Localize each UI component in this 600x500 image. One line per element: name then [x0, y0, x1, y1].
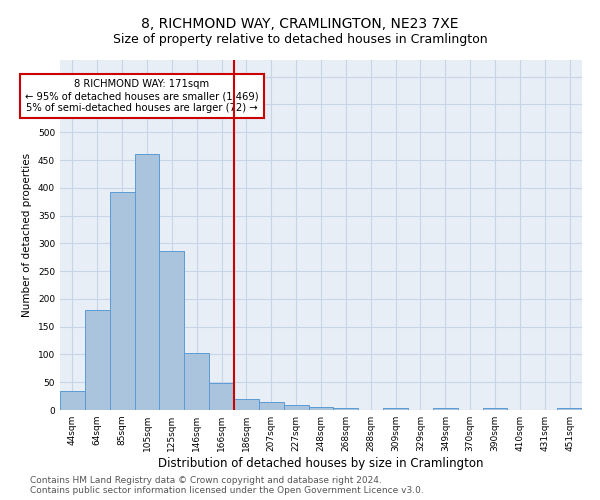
Bar: [110, 192, 134, 410]
Bar: [160, 251, 184, 410]
Bar: [334, 408, 358, 410]
Bar: [134, 154, 160, 410]
Bar: [284, 405, 308, 410]
Text: Size of property relative to detached houses in Cramlington: Size of property relative to detached ho…: [113, 32, 487, 46]
Bar: [482, 408, 508, 410]
Bar: [60, 390, 85, 410]
Bar: [308, 406, 334, 410]
Text: 8 RICHMOND WAY: 171sqm
← 95% of detached houses are smaller (1,469)
5% of semi-d: 8 RICHMOND WAY: 171sqm ← 95% of detached…: [25, 80, 259, 112]
Bar: [383, 408, 408, 410]
Bar: [259, 402, 284, 410]
Bar: [234, 399, 259, 410]
Bar: [433, 408, 458, 410]
Bar: [557, 408, 582, 410]
X-axis label: Distribution of detached houses by size in Cramlington: Distribution of detached houses by size …: [158, 457, 484, 470]
Bar: [184, 354, 209, 410]
Bar: [209, 384, 234, 410]
Bar: [85, 310, 110, 410]
Y-axis label: Number of detached properties: Number of detached properties: [22, 153, 32, 317]
Text: Contains HM Land Registry data © Crown copyright and database right 2024.
Contai: Contains HM Land Registry data © Crown c…: [30, 476, 424, 495]
Text: 8, RICHMOND WAY, CRAMLINGTON, NE23 7XE: 8, RICHMOND WAY, CRAMLINGTON, NE23 7XE: [141, 18, 459, 32]
